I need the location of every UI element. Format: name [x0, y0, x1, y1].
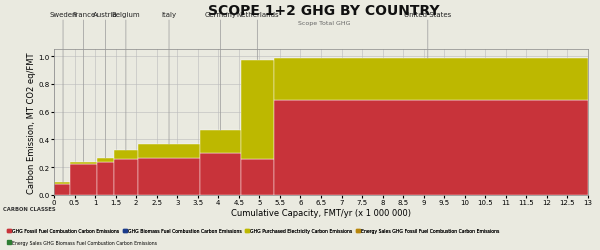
Bar — [241, 60, 274, 160]
Bar — [70, 164, 97, 195]
Text: Austria: Austria — [93, 12, 118, 158]
Text: Sweden: Sweden — [49, 12, 77, 182]
Bar — [97, 158, 113, 162]
Text: United States: United States — [404, 12, 451, 59]
Bar — [70, 162, 97, 164]
Text: Belgium: Belgium — [112, 12, 140, 151]
Bar — [200, 131, 241, 154]
Bar — [200, 154, 241, 195]
Y-axis label: Carbon Emission, MT CO2 eq/FMT: Carbon Emission, MT CO2 eq/FMT — [27, 52, 36, 193]
Bar — [97, 162, 113, 195]
Text: Scope Total GHG: Scope Total GHG — [298, 21, 350, 26]
Bar — [54, 184, 70, 195]
Text: Italy: Italy — [161, 12, 176, 144]
Text: SCOPE 1+2 GHG BY COUNTRY: SCOPE 1+2 GHG BY COUNTRY — [208, 4, 440, 18]
Text: France: France — [72, 12, 95, 162]
Bar — [138, 158, 200, 195]
Legend: GHG Fossil Fuel Combustion Carbon Emissions, GHG Biomass Fuel Combustion Carbon : GHG Fossil Fuel Combustion Carbon Emissi… — [5, 226, 502, 235]
Bar — [274, 101, 588, 195]
Bar — [274, 59, 588, 101]
Text: Germany: Germany — [205, 12, 236, 131]
Bar — [113, 160, 138, 195]
Bar — [138, 144, 200, 158]
X-axis label: Cumulative Capacity, FMT/yr (x 1 000 000): Cumulative Capacity, FMT/yr (x 1 000 000… — [231, 208, 411, 217]
Bar — [113, 151, 138, 160]
Bar — [241, 160, 274, 195]
Legend: Energy Sales GHG Biomass Fuel Combustion Carbon Emissions: Energy Sales GHG Biomass Fuel Combustion… — [5, 238, 159, 246]
Text: Netherlands: Netherlands — [236, 12, 278, 60]
Bar — [54, 182, 70, 184]
Text: CARBON CLASSES: CARBON CLASSES — [3, 206, 56, 211]
